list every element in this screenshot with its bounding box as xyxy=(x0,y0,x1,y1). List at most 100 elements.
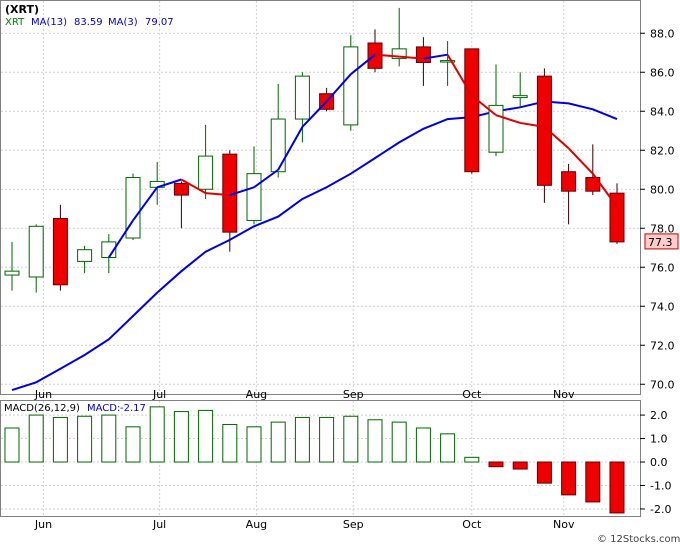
ma3-segment xyxy=(107,219,134,259)
candle xyxy=(222,150,238,252)
candle xyxy=(173,181,189,229)
macd-bar xyxy=(415,427,431,463)
candle-body xyxy=(464,48,480,173)
candle xyxy=(609,183,625,244)
macd-bar xyxy=(536,461,552,484)
candle-body xyxy=(512,95,528,99)
macd-bar xyxy=(512,461,528,470)
candle-body xyxy=(198,155,214,190)
chart-title: (XRT) xyxy=(5,3,39,16)
last-price-text: 77.3 xyxy=(648,236,673,249)
macd-tick-label: 2.0 xyxy=(650,409,668,422)
macd-tick-label: 1.0 xyxy=(650,433,668,446)
candle xyxy=(294,72,310,143)
price-month-label: Sep xyxy=(343,388,364,401)
candle-body xyxy=(270,118,286,173)
ma3-segment xyxy=(253,168,279,189)
price-tick-label: 82.0 xyxy=(650,144,675,157)
ma3-segment xyxy=(132,186,159,222)
ma3-segment xyxy=(156,178,182,189)
macd-tick-label: -2.0 xyxy=(650,503,671,516)
candle-body xyxy=(246,173,262,221)
copyright-text: © 12Stocks.com xyxy=(597,534,680,545)
macd-bar xyxy=(28,414,44,463)
last-price-badge xyxy=(644,233,679,250)
macd-month-label: Jul xyxy=(152,518,166,531)
macd-bar xyxy=(77,415,93,463)
ma3-segment xyxy=(423,53,448,60)
candle xyxy=(125,173,141,240)
candle xyxy=(4,241,20,291)
price-month-label: Aug xyxy=(246,388,267,401)
macd-bar xyxy=(391,421,407,463)
ma3-segment xyxy=(446,54,473,97)
macd-bar xyxy=(149,406,165,463)
macd-bar xyxy=(440,433,456,463)
macd-bar xyxy=(270,421,286,463)
macd-legend-label: MACD: xyxy=(87,403,120,414)
candles-layer xyxy=(4,7,625,293)
price-tick-label: 80.0 xyxy=(650,183,675,196)
ma3-segment xyxy=(229,186,255,197)
candle-body xyxy=(536,75,552,186)
ticker-label: XRT xyxy=(5,17,25,28)
price-x-axis: Jun Jul Aug Sep Oct Nov xyxy=(34,388,575,401)
macd-bar xyxy=(561,461,577,496)
candle-body xyxy=(294,75,310,120)
candle xyxy=(270,83,286,178)
candle-body xyxy=(609,192,625,243)
candle-body xyxy=(28,225,44,278)
ma13-legend-value: 83.59 xyxy=(74,17,103,28)
candle-body xyxy=(125,177,141,239)
candle-body xyxy=(415,46,431,64)
macd-bars-layer xyxy=(4,406,625,514)
macd-bar xyxy=(609,461,625,514)
price-tick-label: 72.0 xyxy=(650,339,675,352)
macd-bar xyxy=(4,427,20,463)
ma13-line xyxy=(11,100,618,392)
ma3-segment xyxy=(591,173,618,208)
ma3-segment xyxy=(567,147,594,175)
candle xyxy=(536,68,552,203)
candle-body xyxy=(343,46,359,126)
candle-body xyxy=(391,48,407,60)
candle xyxy=(440,41,456,86)
macd-month-label: Jun xyxy=(34,518,52,531)
ma3-segment xyxy=(325,73,352,103)
ma3-segment xyxy=(350,53,376,75)
ma3-segment xyxy=(374,53,400,58)
macd-bar xyxy=(173,411,189,463)
price-month-label: Oct xyxy=(462,388,482,401)
ma3-segment xyxy=(399,55,424,60)
candle xyxy=(198,124,214,199)
ma3-segment xyxy=(543,126,570,150)
macd-bar xyxy=(319,416,335,463)
macd-bar xyxy=(367,419,383,463)
macd-bar xyxy=(101,414,117,463)
macd-title: MACD(26,12,9) xyxy=(4,403,80,414)
macd-tick-label: 0.0 xyxy=(650,456,668,469)
candle-body xyxy=(4,270,20,276)
macd-x-axis: Jun Jul Aug Sep Oct Nov xyxy=(34,518,575,531)
candle xyxy=(52,204,68,291)
candle xyxy=(561,163,577,225)
candle xyxy=(343,35,359,131)
price-month-label: Jun xyxy=(34,388,52,401)
candle xyxy=(77,245,93,274)
candle-body xyxy=(52,218,68,286)
macd-bar xyxy=(198,409,214,463)
price-tick-label: 70.0 xyxy=(650,378,675,391)
macd-bar xyxy=(222,423,238,463)
candle-body xyxy=(561,171,577,192)
macd-y-axis: 2.0 1.0 0.0 -1.0 -2.0 xyxy=(640,409,671,516)
ma3-segment xyxy=(205,192,230,197)
macd-bar xyxy=(52,416,68,463)
macd-legend-value: -2.17 xyxy=(120,403,146,414)
macd-bar xyxy=(488,461,504,468)
price-tick-label: 76.0 xyxy=(650,261,675,274)
price-month-label: Jul xyxy=(152,388,166,401)
ma3-legend-value: 79.07 xyxy=(145,17,174,28)
macd-bar xyxy=(125,426,141,463)
ma3-segment xyxy=(495,114,521,124)
